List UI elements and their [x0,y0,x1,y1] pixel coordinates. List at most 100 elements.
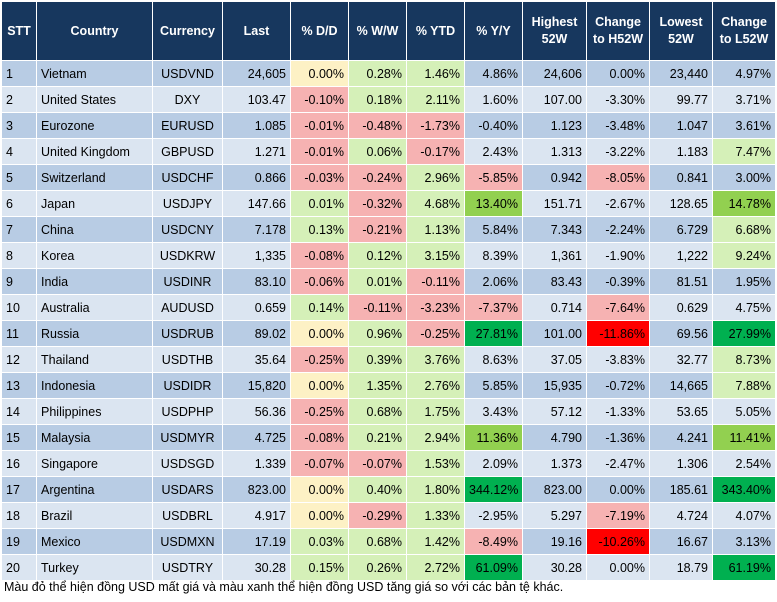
l52-cell: 1.047 [649,112,713,139]
country-cell: Switzerland [36,164,153,191]
ytd-cell: 2.94% [406,424,465,451]
cl52-cell: 8.73% [712,346,776,373]
table-row: 4 United Kingdom GBPUSD 1.271 -0.01% 0.06% -0.… [1,138,776,165]
country-cell: Japan [36,190,153,217]
l52-cell: 16.67 [649,528,713,555]
country-cell: Thailand [36,346,153,373]
ch52-cell: -3.22% [586,138,650,165]
l52-cell: 4.724 [649,502,713,529]
stt-cell: 14 [1,398,37,425]
l52-cell: 6.729 [649,216,713,243]
country-cell: United States [36,86,153,113]
l52-cell: 1.183 [649,138,713,165]
currency-table: STT Country Currency Last % D/D % W/W % … [1,1,776,581]
yy-cell: -0.40% [464,112,523,139]
yy-cell: -2.95% [464,502,523,529]
ww-cell: 0.12% [348,242,407,269]
h52-cell: 1.373 [522,450,587,477]
header-currency: Currency [152,1,223,61]
last-cell: 1.339 [222,450,291,477]
ch52-cell: -2.47% [586,450,650,477]
yy-cell: 344.12% [464,476,523,503]
h52-cell: 107.00 [522,86,587,113]
cl52-cell: 11.41% [712,424,776,451]
h52-cell: 1,361 [522,242,587,269]
table-row: 5 Switzerland USDCHF 0.866 -0.03% -0.24% 2.96%… [1,164,776,191]
last-cell: 83.10 [222,268,291,295]
country-cell: Malaysia [36,424,153,451]
h52-cell: 83.43 [522,268,587,295]
table-row: 1 Vietnam USDVND 24,605 0.00% 0.28% 1.46% 4.86%… [1,60,776,87]
stt-cell: 1 [1,60,37,87]
ch52-cell: -3.83% [586,346,650,373]
ch52-cell: -10.26% [586,528,650,555]
table-row: 3 Eurozone EURUSD 1.085 -0.01% -0.48% -1.73% -0… [1,112,776,139]
yy-cell: -5.85% [464,164,523,191]
cl52-cell: 4.97% [712,60,776,87]
ww-cell: -0.29% [348,502,407,529]
header-row: STT Country Currency Last % D/D % W/W % … [1,1,776,61]
last-cell: 56.36 [222,398,291,425]
currency-cell: EURUSD [152,112,223,139]
table-row: 17 Argentina USDARS 823.00 0.00% 0.40% 1.80% 34… [1,476,776,503]
last-cell: 89.02 [222,320,291,347]
l52-cell: 185.61 [649,476,713,503]
ch52-cell: -1.36% [586,424,650,451]
h52-cell: 19.16 [522,528,587,555]
ytd-cell: 1.75% [406,398,465,425]
stt-cell: 5 [1,164,37,191]
ww-cell: -0.32% [348,190,407,217]
h52-cell: 101.00 [522,320,587,347]
ytd-cell: 3.15% [406,242,465,269]
ww-cell: -0.21% [348,216,407,243]
last-cell: 4.917 [222,502,291,529]
ytd-cell: -0.17% [406,138,465,165]
currency-cell: USDCNY [152,216,223,243]
dd-cell: -0.08% [290,242,349,269]
last-cell: 147.66 [222,190,291,217]
dd-cell: -0.08% [290,424,349,451]
last-cell: 30.28 [222,554,291,581]
ytd-cell: -1.73% [406,112,465,139]
l52-cell: 23,440 [649,60,713,87]
ytd-cell: -3.23% [406,294,465,321]
ww-cell: 1.35% [348,372,407,399]
ytd-cell: 4.68% [406,190,465,217]
currency-cell: USDIDR [152,372,223,399]
currency-cell: GBPUSD [152,138,223,165]
dd-cell: 0.00% [290,320,349,347]
yy-cell: 8.39% [464,242,523,269]
yy-cell: 27.81% [464,320,523,347]
table-row: 11 Russia USDRUB 89.02 0.00% 0.96% -0.25% 27.81… [1,320,776,347]
stt-cell: 15 [1,424,37,451]
ww-cell: 0.96% [348,320,407,347]
table-row: 7 China USDCNY 7.178 0.13% -0.21% 1.13% 5.84% 7.… [1,216,776,243]
ww-cell: -0.07% [348,450,407,477]
l52-cell: 99.77 [649,86,713,113]
dd-cell: 0.14% [290,294,349,321]
ww-cell: 0.40% [348,476,407,503]
table-row: 19 Mexico USDMXN 17.19 0.03% 0.68% 1.42% -8.49%… [1,528,776,555]
table-row: 12 Thailand USDTHB 35.64 -0.25% 0.39% 3.76% 8.6… [1,346,776,373]
ww-cell: 0.39% [348,346,407,373]
ww-cell: 0.18% [348,86,407,113]
ytd-cell: 1.53% [406,450,465,477]
header-last: Last [222,1,291,61]
currency-cell: USDCHF [152,164,223,191]
h52-cell: 0.942 [522,164,587,191]
last-cell: 1.085 [222,112,291,139]
stt-cell: 4 [1,138,37,165]
yy-cell: 11.36% [464,424,523,451]
table-row: 20 Turkey USDTRY 30.28 0.15% 0.26% 2.72% 61.09%… [1,554,776,581]
currency-cell: USDSGD [152,450,223,477]
last-cell: 17.19 [222,528,291,555]
country-cell: Indonesia [36,372,153,399]
h52-cell: 4.790 [522,424,587,451]
ch52-cell: -2.24% [586,216,650,243]
cl52-cell: 4.07% [712,502,776,529]
currency-cell: USDRUB [152,320,223,347]
table-row: 2 United States DXY 103.47 -0.10% 0.18% 2.11% 1… [1,86,776,113]
yy-cell: -8.49% [464,528,523,555]
header-l52: Lowest 52W [649,1,713,61]
yy-cell: 4.86% [464,60,523,87]
